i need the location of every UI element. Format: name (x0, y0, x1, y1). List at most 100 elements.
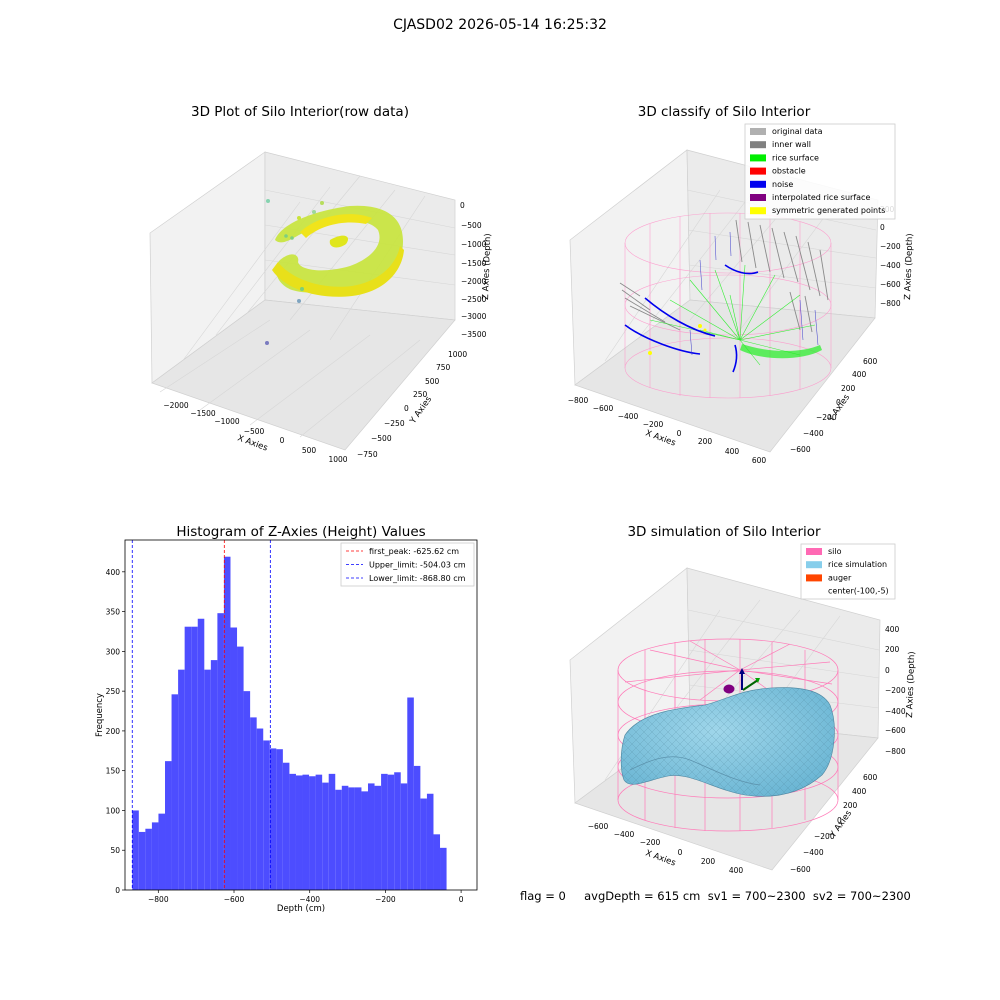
z-tick: −3000 (461, 312, 487, 321)
legend-label: Upper_limit: -504.03 cm (369, 561, 466, 570)
z-tick: −500 (461, 221, 482, 230)
z-tick: 200 (885, 645, 900, 654)
y-tick: 0 (837, 816, 842, 825)
x-tick-label: −800 (148, 895, 169, 904)
raw-point-cloud (272, 205, 404, 297)
floor-pane (151, 299, 456, 451)
legend-swatch (750, 154, 766, 162)
x-tick: −1500 (190, 409, 216, 418)
z-tick: −800 (880, 299, 901, 308)
z-tick: 0 (460, 201, 465, 210)
x-tick-label: −400 (299, 895, 320, 904)
histogram-bar (426, 793, 434, 890)
histogram-bar (171, 694, 179, 890)
x-axis-label: X Axies (644, 428, 677, 448)
legend-label: interpolated rice surface (772, 193, 870, 202)
x-tick-label: −200 (375, 895, 396, 904)
x-tick: 400 (729, 866, 744, 875)
y-tick: −200 (814, 832, 835, 841)
legend-label: noise (772, 180, 793, 189)
y-tick-label: 200 (106, 727, 121, 736)
z-tick: −3500 (461, 330, 487, 339)
y-tick: −400 (803, 848, 824, 857)
z-tick: −600 (880, 280, 901, 289)
raw-plot-title: 3D Plot of Silo Interior(row data) (191, 104, 409, 120)
legend-swatch (806, 574, 822, 582)
histogram-bar (178, 669, 185, 890)
y-axis-label: Frequency (95, 693, 105, 737)
x-tick: −800 (568, 396, 589, 405)
legend-label: silo (828, 547, 842, 556)
histogram-bar (197, 618, 205, 890)
z-tick: −600 (885, 726, 906, 735)
y-tick: 400 (852, 370, 867, 379)
y-tick-label: 50 (110, 846, 120, 855)
y-tick: −600 (790, 865, 811, 874)
z-tick: −200 (885, 686, 906, 695)
legend-swatch (806, 548, 822, 555)
rice-simulation-surface (620, 687, 835, 797)
legend-swatch (806, 561, 822, 569)
y-tick: −200 (816, 413, 837, 422)
z-tick: −400 (880, 261, 901, 270)
x-tick: 400 (725, 447, 740, 456)
y-tick-labels: 0 50 100 150 200 250 300 350 400 (106, 568, 125, 895)
z-tick: −1500 (461, 259, 487, 268)
histogram-bar (354, 787, 362, 890)
legend-swatch (750, 207, 766, 215)
histogram-bar (387, 774, 395, 890)
classified-3d-panel: 3D classify of Silo Interior (568, 104, 916, 465)
histogram-bar (440, 847, 447, 890)
y-tick: 250 (413, 390, 428, 399)
histogram-bar (269, 748, 277, 890)
y-tick: 200 (843, 801, 858, 810)
x-tick: −1000 (214, 417, 240, 426)
x-axis-label: X Axies (644, 848, 677, 868)
histogram-bar (374, 785, 382, 890)
histogram-bar (184, 626, 192, 890)
y-tick: −500 (371, 434, 392, 443)
histogram-bar (243, 691, 251, 890)
legend-swatch (750, 180, 766, 188)
x-tick-label: −600 (224, 895, 245, 904)
histogram-bar (145, 828, 152, 890)
z-tick: 400 (885, 625, 900, 634)
histogram-bar (191, 626, 198, 890)
y-tick: −400 (803, 429, 824, 438)
x-tick: 600 (752, 456, 767, 465)
legend-label: first_peak: -625.62 cm (369, 547, 459, 556)
z-tick: −2000 (461, 277, 487, 286)
y-tick: 500 (425, 377, 440, 386)
noise-points (624, 264, 759, 373)
x-tick: −500 (244, 427, 265, 436)
legend-label: symmetric generated points (772, 206, 885, 215)
histogram-bar (433, 834, 441, 890)
histogram-bar (210, 660, 218, 890)
histogram-panel: Histogram of Z-Axies (Height) Values −80… (95, 524, 478, 914)
histogram-bar (204, 669, 211, 890)
y-tick: 600 (863, 357, 878, 366)
y-tick-label: 250 (106, 687, 121, 696)
y-tick: 400 (852, 787, 867, 796)
histogram-bar (282, 762, 290, 890)
histogram-bar (407, 697, 414, 890)
legend-label: Lower_limit: -868.80 cm (369, 574, 466, 583)
x-tick: −600 (593, 404, 614, 413)
y-tick: 750 (436, 363, 451, 372)
y-tick: 200 (841, 384, 856, 393)
histogram-bar (322, 782, 329, 890)
histogram-bar (413, 765, 421, 890)
histogram-bar (230, 627, 238, 890)
y-tick-label: 400 (106, 568, 121, 577)
y-axis-label: Y Axies (408, 394, 435, 426)
y-tick: 0 (836, 398, 841, 407)
histogram-bar (302, 774, 310, 890)
histogram-bar (420, 798, 427, 890)
x-tick-label: 0 (459, 895, 464, 904)
x-tick: 200 (701, 857, 716, 866)
histogram-bar (165, 761, 172, 890)
histogram-bar (381, 773, 388, 890)
histogram-bar (309, 776, 316, 890)
x-tick: 0 (678, 848, 683, 857)
